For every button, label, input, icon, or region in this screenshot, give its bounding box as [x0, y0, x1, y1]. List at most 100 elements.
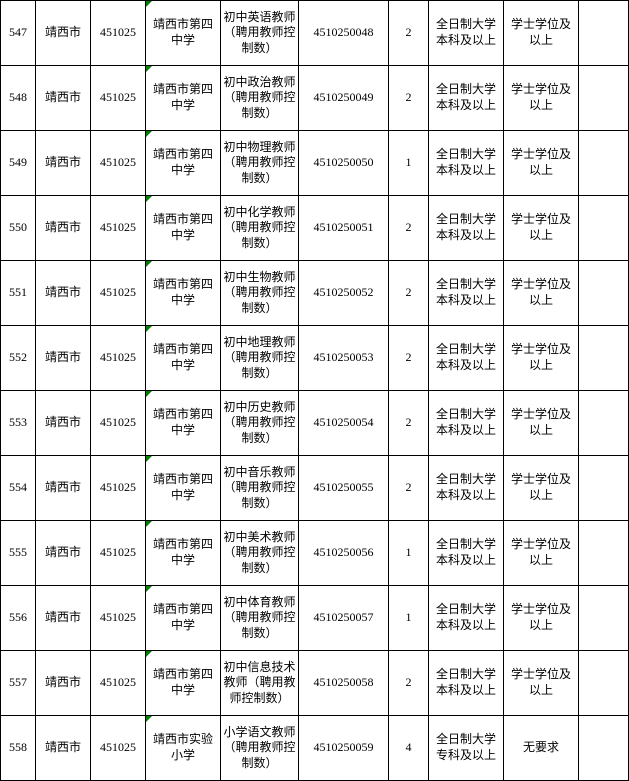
table-cell: 初中信息技术教师（聘用教师控制数）	[221, 651, 299, 716]
table-cell: 451025	[91, 651, 146, 716]
table-row: 547靖西市451025靖西市第四中学初中英语教师（聘用教师控制数）451025…	[1, 1, 629, 66]
table-cell: 4510250059	[299, 716, 389, 781]
table-cell: 学士学位及以上	[504, 521, 579, 586]
table-cell: 全日制大学本科及以上	[429, 456, 504, 521]
recruitment-table: 547靖西市451025靖西市第四中学初中英语教师（聘用教师控制数）451025…	[0, 0, 629, 781]
table-cell: 靖西市第四中学	[146, 261, 221, 326]
table-cell	[579, 716, 629, 781]
table-cell: 547	[1, 1, 36, 66]
table-cell: 学士学位及以上	[504, 261, 579, 326]
table-cell: 4510250053	[299, 326, 389, 391]
table-cell: 557	[1, 651, 36, 716]
table-cell: 549	[1, 131, 36, 196]
table-cell	[579, 66, 629, 131]
table-cell: 4510250051	[299, 196, 389, 261]
table-cell: 靖西市第四中学	[146, 456, 221, 521]
table-cell: 451025	[91, 586, 146, 651]
table-cell: 全日制大学本科及以上	[429, 1, 504, 66]
table-cell: 全日制大学本科及以上	[429, 196, 504, 261]
table-cell: 553	[1, 391, 36, 456]
table-cell: 靖西市	[36, 66, 91, 131]
table-row: 551靖西市451025靖西市第四中学初中生物教师（聘用教师控制数）451025…	[1, 261, 629, 326]
table-cell: 451025	[91, 196, 146, 261]
table-cell: 靖西市	[36, 326, 91, 391]
table-cell: 4510250058	[299, 651, 389, 716]
table-cell: 451025	[91, 326, 146, 391]
table-cell: 学士学位及以上	[504, 586, 579, 651]
table-cell: 靖西市第四中学	[146, 651, 221, 716]
table-cell: 初中化学教师（聘用教师控制数）	[221, 196, 299, 261]
table-row: 558靖西市451025靖西市实验小学小学语文教师（聘用教师控制数）451025…	[1, 716, 629, 781]
table-cell: 2	[389, 651, 429, 716]
table-cell: 1	[389, 131, 429, 196]
table-cell: 学士学位及以上	[504, 131, 579, 196]
table-cell: 靖西市第四中学	[146, 1, 221, 66]
table-cell: 558	[1, 716, 36, 781]
table-cell: 靖西市第四中学	[146, 586, 221, 651]
table-cell: 4510250050	[299, 131, 389, 196]
table-cell: 靖西市	[36, 196, 91, 261]
table-cell: 451025	[91, 1, 146, 66]
table-row: 557靖西市451025靖西市第四中学初中信息技术教师（聘用教师控制数）4510…	[1, 651, 629, 716]
table-cell: 学士学位及以上	[504, 651, 579, 716]
table-cell: 4510250049	[299, 66, 389, 131]
table-cell: 451025	[91, 131, 146, 196]
table-cell: 靖西市	[36, 391, 91, 456]
table-row: 553靖西市451025靖西市第四中学初中历史教师（聘用教师控制数）451025…	[1, 391, 629, 456]
table-cell: 2	[389, 1, 429, 66]
table-cell: 全日制大学本科及以上	[429, 261, 504, 326]
table-row: 556靖西市451025靖西市第四中学初中体育教师（聘用教师控制数）451025…	[1, 586, 629, 651]
table-cell: 靖西市	[36, 521, 91, 586]
table-cell: 2	[389, 456, 429, 521]
table-cell: 451025	[91, 261, 146, 326]
table-cell: 全日制大学专科及以上	[429, 716, 504, 781]
table-cell	[579, 391, 629, 456]
table-body: 547靖西市451025靖西市第四中学初中英语教师（聘用教师控制数）451025…	[1, 1, 629, 781]
table-cell: 靖西市	[36, 1, 91, 66]
table-cell	[579, 586, 629, 651]
table-row: 554靖西市451025靖西市第四中学初中音乐教师（聘用教师控制数）451025…	[1, 456, 629, 521]
table-cell: 全日制大学本科及以上	[429, 521, 504, 586]
table-cell: 初中物理教师（聘用教师控制数）	[221, 131, 299, 196]
table-cell	[579, 521, 629, 586]
table-cell	[579, 326, 629, 391]
table-cell: 4	[389, 716, 429, 781]
table-cell: 2	[389, 326, 429, 391]
table-cell: 2	[389, 261, 429, 326]
table-cell: 4510250057	[299, 586, 389, 651]
table-cell: 全日制大学本科及以上	[429, 326, 504, 391]
table-cell: 靖西市第四中学	[146, 196, 221, 261]
table-cell: 靖西市	[36, 456, 91, 521]
table-cell: 552	[1, 326, 36, 391]
table-cell	[579, 261, 629, 326]
table-cell: 初中历史教师（聘用教师控制数）	[221, 391, 299, 456]
table-cell: 靖西市	[36, 261, 91, 326]
table-cell: 靖西市实验小学	[146, 716, 221, 781]
table-cell: 451025	[91, 716, 146, 781]
table-cell: 2	[389, 391, 429, 456]
table-cell	[579, 131, 629, 196]
table-cell	[579, 1, 629, 66]
table-cell: 451025	[91, 456, 146, 521]
table-cell: 全日制大学本科及以上	[429, 391, 504, 456]
table-cell: 初中体育教师（聘用教师控制数）	[221, 586, 299, 651]
table-cell: 全日制大学本科及以上	[429, 651, 504, 716]
table-cell: 451025	[91, 66, 146, 131]
table-cell: 全日制大学本科及以上	[429, 66, 504, 131]
table-cell: 1	[389, 586, 429, 651]
table-cell: 556	[1, 586, 36, 651]
table-cell: 靖西市第四中学	[146, 66, 221, 131]
table-cell: 学士学位及以上	[504, 456, 579, 521]
table-cell: 1	[389, 521, 429, 586]
table-cell: 学士学位及以上	[504, 66, 579, 131]
table-cell: 学士学位及以上	[504, 1, 579, 66]
table-cell	[579, 651, 629, 716]
table-cell: 550	[1, 196, 36, 261]
table-cell: 靖西市	[36, 131, 91, 196]
table-cell: 靖西市第四中学	[146, 391, 221, 456]
table-cell: 全日制大学本科及以上	[429, 131, 504, 196]
table-cell: 451025	[91, 391, 146, 456]
table-cell: 554	[1, 456, 36, 521]
table-cell: 548	[1, 66, 36, 131]
table-cell: 靖西市	[36, 716, 91, 781]
